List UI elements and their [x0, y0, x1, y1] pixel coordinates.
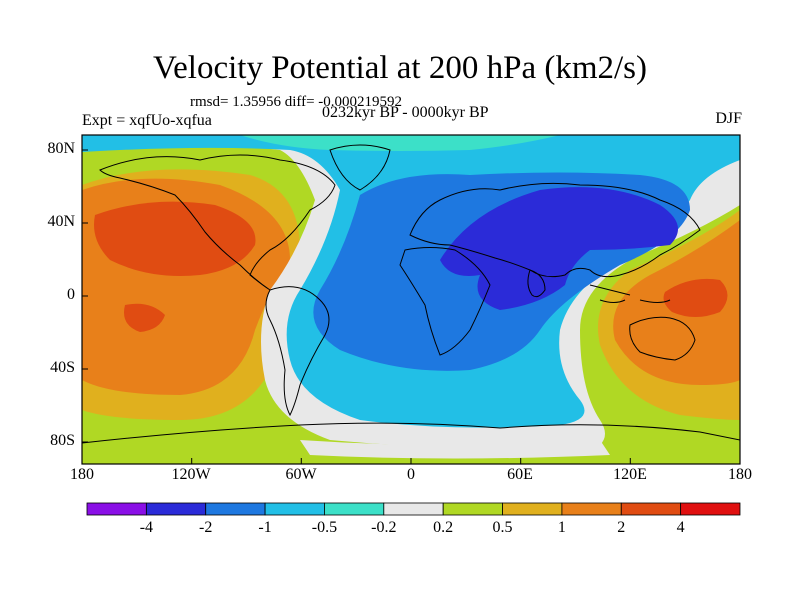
colorbar-swatch	[205, 502, 266, 516]
field-deep-blue-core	[440, 187, 678, 310]
colorbar-label: -0.5	[311, 519, 338, 536]
colorbar-label: -1	[258, 519, 272, 536]
x-label-120e: 120E	[613, 466, 647, 483]
colorbar-swatch	[442, 502, 503, 516]
y-label-80s: 80S	[50, 432, 75, 449]
x-label-120w: 120W	[171, 466, 211, 483]
stats-text: rmsd= 1.35956 diff= -0.000219592	[190, 94, 403, 110]
colorbar-swatch	[264, 502, 325, 516]
field-arctic-teal	[240, 135, 560, 151]
colorbar-label: 0.2	[433, 519, 454, 536]
colorbar-label: -2	[199, 519, 213, 536]
coast-north-america	[99, 154, 336, 291]
coast-antarctica	[82, 422, 740, 444]
colorbar-label: 2	[617, 519, 626, 536]
coast-eurasia	[409, 182, 701, 278]
period-label: 0232kyr BP - 0000kyr BP	[322, 104, 489, 121]
coast-india	[527, 269, 546, 298]
contour-field	[82, 135, 740, 464]
colorbar-swatch	[383, 502, 444, 516]
colorbar-label: 0.5	[492, 519, 513, 536]
x-label-180w: 180	[70, 466, 94, 483]
field-pacific-red-south	[124, 303, 165, 332]
coast-south-america	[265, 286, 330, 417]
season-label: DJF	[715, 110, 742, 127]
coastlines	[82, 144, 740, 444]
colorbar-swatch	[502, 502, 563, 516]
y-label-80n: 80N	[47, 140, 75, 157]
y-label-0: 0	[67, 286, 75, 303]
coast-australia	[629, 316, 696, 361]
colorbar-swatch	[86, 502, 147, 516]
field-east-red	[663, 278, 728, 317]
map-title: Velocity Potential at 200 hPa (km2/s)	[152, 50, 648, 86]
coast-africa	[399, 247, 491, 356]
x-label-60w: 60W	[285, 466, 317, 483]
colorbar-swatch	[620, 502, 682, 516]
x-label-60e: 60E	[507, 466, 533, 483]
colorbar-label: 4	[676, 519, 685, 536]
x-label-180e: 180	[728, 466, 752, 483]
experiment-label: Expt = xqfUo-xqfua	[82, 112, 212, 129]
field-antarctic-grey	[300, 440, 610, 459]
colorbar-label: -4	[139, 519, 154, 536]
colorbar-label: -0.2	[371, 519, 397, 536]
colorbar-swatch	[680, 502, 741, 516]
x-label-0: 0	[407, 466, 415, 483]
y-label-40n: 40N	[47, 213, 75, 230]
axis-ticks	[82, 149, 631, 464]
coast-greenland	[329, 144, 391, 191]
coast-indonesia	[589, 284, 671, 303]
colorbar-swatch	[324, 502, 385, 516]
colorbar-swatch	[561, 502, 622, 516]
field-pacific-red	[94, 201, 256, 276]
y-label-40s: 40S	[50, 359, 75, 376]
colorbar-swatch	[145, 502, 207, 516]
colorbar	[86, 502, 741, 516]
colorbar-label: 1	[557, 519, 566, 536]
